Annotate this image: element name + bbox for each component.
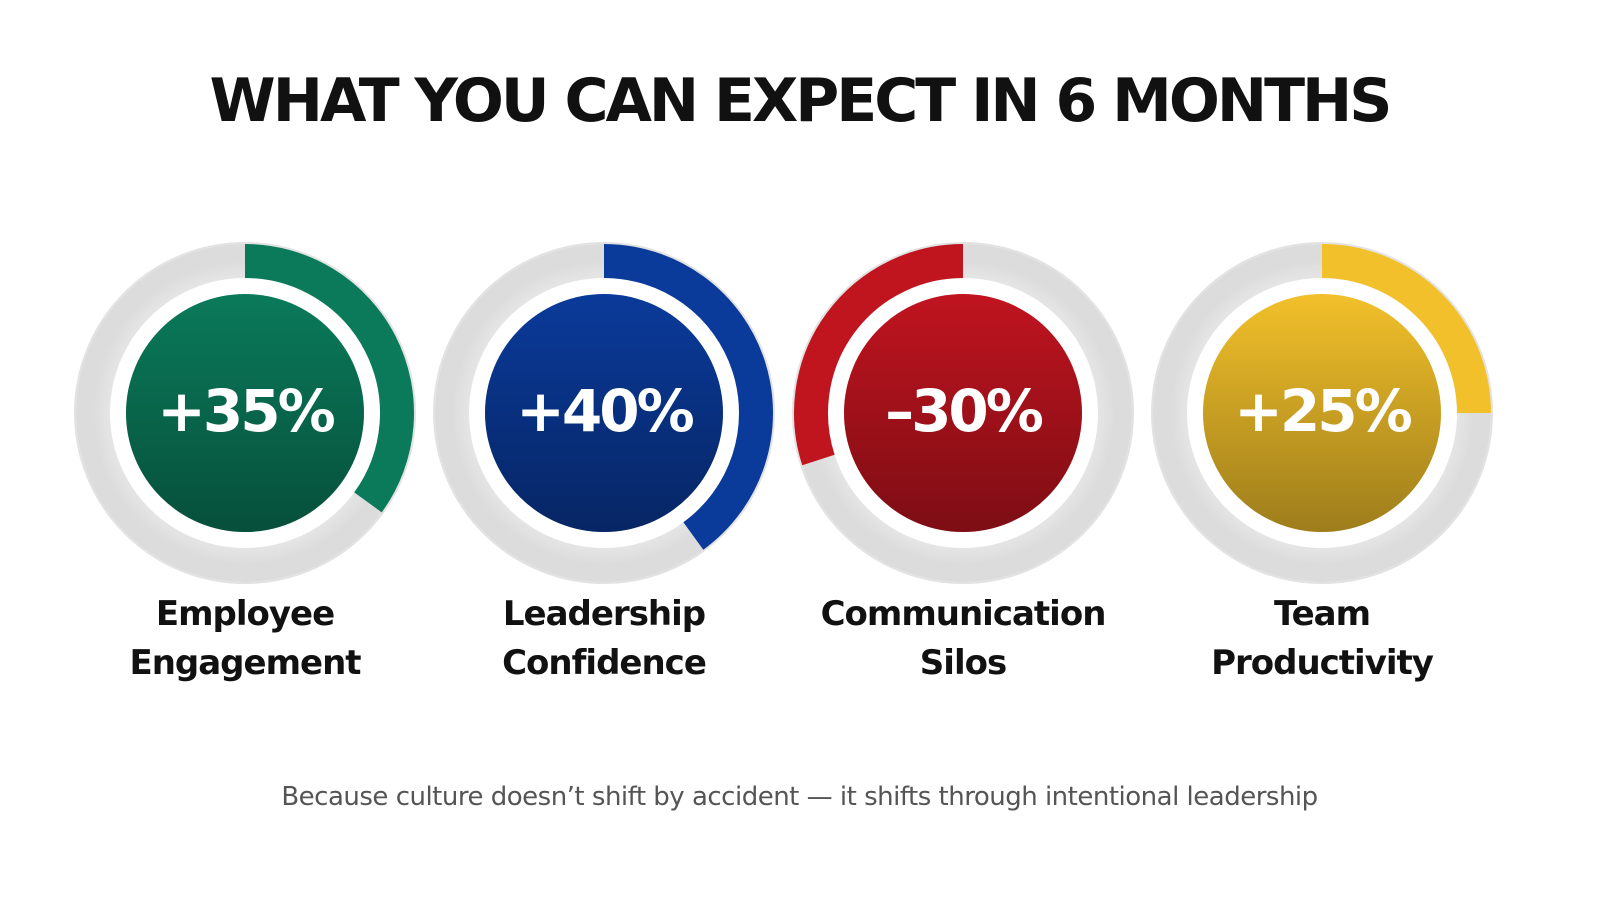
- gauge-core-shade: [126, 294, 364, 532]
- title: WHAT YOU CAN EXPECT IN 6 MONTHS: [209, 66, 1393, 136]
- category-label: Employee Engagement: [129, 594, 361, 683]
- gauge-arc: [244, 244, 414, 513]
- value-label: +25%: [1234, 377, 1411, 445]
- gauge-arc: [1321, 244, 1491, 414]
- gauge-core-shade: [1203, 294, 1441, 532]
- gauge-arc: [603, 244, 773, 550]
- gauge-core-shade: [485, 294, 723, 532]
- category-label: Communication Silos: [820, 594, 1107, 683]
- value-label: +35%: [157, 377, 334, 445]
- value-label: –30%: [885, 377, 1043, 445]
- subtitle: Because culture doesn’t shift by acciden…: [281, 782, 1318, 812]
- gauge-arc: [794, 244, 964, 466]
- value-label: +40%: [516, 377, 693, 445]
- gauge-track-rim: [792, 242, 1134, 584]
- gauge-track-rim: [74, 242, 416, 584]
- category-label: Team Productivity: [1211, 594, 1434, 683]
- gauge-track-rim: [433, 242, 775, 584]
- category-label: Leadership Confidence: [502, 594, 707, 683]
- gauge-core-shade: [844, 294, 1082, 532]
- gauge-track-rim: [1151, 242, 1493, 584]
